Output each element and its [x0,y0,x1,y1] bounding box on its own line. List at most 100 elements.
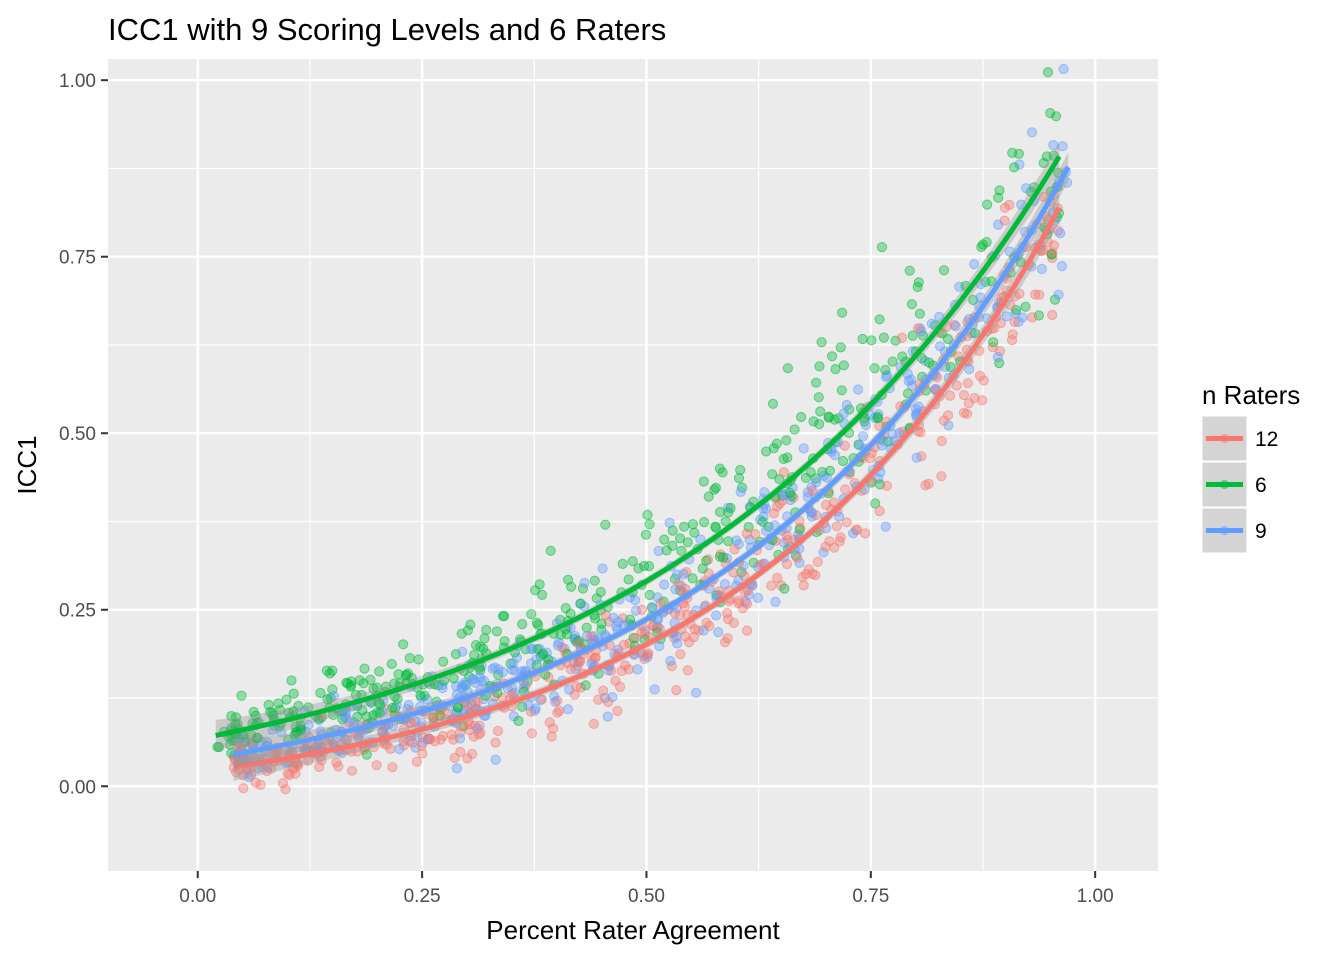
data-point-12 [1047,309,1058,321]
data-point-9 [665,655,676,667]
data-point-6 [870,498,881,509]
data-point-12 [866,447,877,459]
data-point-9 [508,658,519,669]
data-point-12 [782,534,793,546]
data-point-12 [682,665,693,676]
data-point-6 [456,628,467,639]
data-point-12 [920,480,931,491]
data-point-9 [869,412,880,423]
data-point-6 [689,527,700,538]
data-point-12 [963,398,975,409]
data-point-12 [472,696,483,707]
data-point-6 [342,678,353,689]
data-point-9 [493,664,504,675]
data-point-9 [340,707,352,718]
data-point-12 [492,725,504,737]
data-point-6 [710,482,722,493]
data-point-6 [837,307,848,318]
data-point-6 [590,613,601,624]
data-point-12 [593,694,604,705]
x-axis: 0.00 0.25 0.50 0.75 1.00 [179,871,1114,907]
data-point-12 [416,740,427,752]
data-point-6 [676,545,687,557]
data-point-9 [834,511,845,522]
data-point-12 [874,506,885,517]
data-point-6 [315,687,326,699]
data-point-9 [579,577,590,589]
data-point-6 [642,509,653,521]
data-point-12 [467,748,478,760]
data-point-12 [850,525,862,536]
data-point-12 [411,756,422,767]
data-point-6 [709,484,720,495]
data-point-6 [580,680,591,691]
data-point-6 [465,619,476,630]
data-point-12 [978,375,989,386]
data-point-12 [1047,247,1058,258]
data-point-6 [236,690,247,701]
data-point-9 [597,563,608,574]
data-point-12 [807,568,818,580]
data-point-6 [779,583,790,594]
y-tick-label: 0.00 [59,777,96,798]
data-point-9 [906,380,918,392]
data-point-12 [552,707,563,718]
data-point-6 [448,673,459,684]
data-point-9 [848,528,859,539]
data-point-9 [653,545,664,557]
data-point-6 [723,536,734,547]
data-point-9 [793,530,804,541]
data-point-6 [398,639,409,650]
data-point-12 [781,558,793,570]
trend-lines [215,142,1071,781]
data-point-12 [255,779,266,791]
data-point-6 [679,521,690,532]
data-point-12 [840,484,851,495]
data-point-12 [798,580,809,591]
data-point-9 [652,592,663,603]
data-point-6 [699,517,710,528]
major-gridlines [108,59,1158,871]
data-point-12 [571,681,582,692]
data-point-12 [831,521,843,532]
data-point-6 [710,521,721,532]
data-point-6 [698,476,709,487]
data-point-12 [835,532,846,543]
data-point-9 [950,321,961,332]
data-point-6 [639,560,650,572]
data-point-9 [894,427,905,439]
data-point-6 [661,545,672,556]
data-point-9 [1058,63,1069,75]
data-point-9 [659,579,670,590]
data-point-6 [499,636,510,647]
data-point-12 [841,517,852,528]
data-point-6 [387,702,398,714]
data-point-6 [872,413,883,424]
data-point-9 [733,575,744,586]
data-point-6 [757,516,768,527]
data-point-6 [767,469,778,480]
data-point-9 [490,754,501,765]
data-point-6 [530,585,541,596]
data-point-12 [1047,252,1058,264]
data-point-6 [470,640,482,651]
data-point-6 [701,555,712,566]
data-point-6 [1045,108,1056,119]
data-point-12 [1027,312,1038,323]
data-point-12 [417,748,428,759]
data-point-6 [589,575,600,586]
data-point-9 [518,683,529,694]
data-point-9 [969,259,980,270]
x-tick-label: 0.25 [404,886,441,907]
data-point-12 [636,604,648,615]
trend-line-9 [233,165,1071,757]
data-point-12 [1005,299,1016,311]
data-point-12 [569,689,580,700]
data-point-12 [588,718,599,730]
data-point-12 [387,762,398,773]
data-point-12 [938,415,950,426]
data-point-6 [857,333,868,345]
data-point-9 [838,408,849,419]
data-point-9 [664,517,675,529]
data-point-9 [530,703,541,714]
